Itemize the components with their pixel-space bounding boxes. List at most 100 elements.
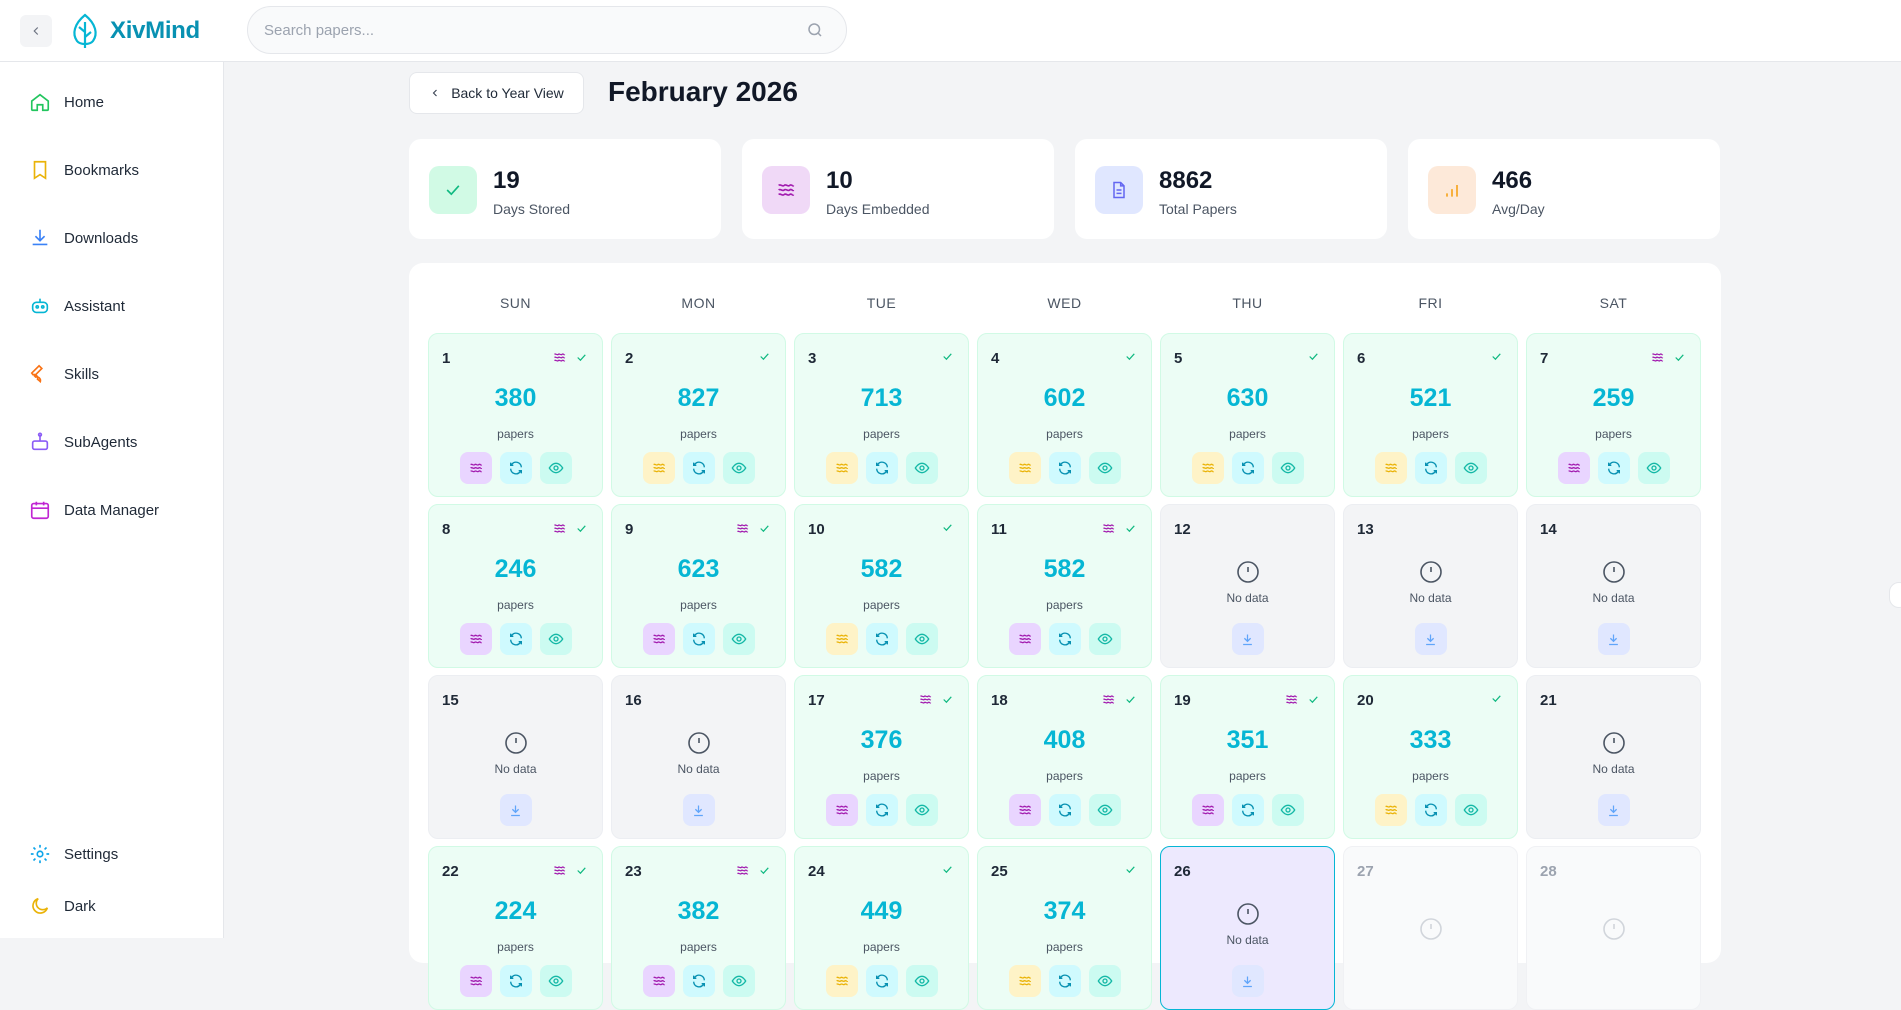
view-button[interactable] [905,623,938,655]
day-cell-12[interactable]: 12 No data [1160,504,1335,668]
sidebar-item-skills[interactable]: Skills [28,360,99,388]
day-cell-28[interactable]: 28 [1526,846,1701,1010]
view-button[interactable] [1454,452,1487,484]
download-button[interactable] [1231,623,1264,655]
view-button[interactable] [1637,452,1670,484]
embed-button[interactable] [1191,794,1224,826]
day-cell-15[interactable]: 15 No data [428,675,603,839]
sidebar-item-settings[interactable]: Settings [28,840,118,868]
embed-button[interactable] [1008,965,1041,997]
view-button[interactable] [722,623,755,655]
refresh-button[interactable] [1597,452,1630,484]
view-button[interactable] [1271,794,1304,826]
day-cell-14[interactable]: 14 No data [1526,504,1701,668]
day-cell-21[interactable]: 21 No data [1526,675,1701,839]
search-input[interactable] [248,7,768,53]
day-cell-17[interactable]: 17 376 papers [794,675,969,839]
refresh-button[interactable] [682,452,715,484]
search-box[interactable] [247,6,847,54]
day-cell-25[interactable]: 25 374 papers [977,846,1152,1010]
day-cell-8[interactable]: 8 246 papers [428,504,603,668]
embed-button[interactable] [1557,452,1590,484]
embed-button[interactable] [825,452,858,484]
embed-button[interactable] [1008,452,1041,484]
embed-button[interactable] [642,965,675,997]
day-cell-22[interactable]: 22 224 papers [428,846,603,1010]
refresh-button[interactable] [1048,623,1081,655]
view-button[interactable] [905,965,938,997]
day-cell-18[interactable]: 18 408 papers [977,675,1152,839]
sidebar-item-downloads[interactable]: Downloads [28,224,138,252]
back-to-year-button[interactable]: Back to Year View [409,72,584,114]
embed-button[interactable] [1008,623,1041,655]
sidebar-item-subagents[interactable]: SubAgents [28,428,137,456]
refresh-button[interactable] [865,965,898,997]
refresh-button[interactable] [865,794,898,826]
embed-button[interactable] [1374,794,1407,826]
view-button[interactable] [905,452,938,484]
download-button[interactable] [1414,623,1447,655]
day-cell-26[interactable]: 26 No data [1160,846,1335,1010]
embed-button[interactable] [1374,452,1407,484]
day-cell-19[interactable]: 19 351 papers [1160,675,1335,839]
refresh-button[interactable] [499,623,532,655]
day-cell-3[interactable]: 3 713 papers [794,333,969,497]
refresh-button[interactable] [1048,794,1081,826]
view-button[interactable] [905,794,938,826]
day-cell-24[interactable]: 24 449 papers [794,846,969,1010]
view-button[interactable] [539,965,572,997]
embed-button[interactable] [459,452,492,484]
sidebar-item-home[interactable]: Home [28,88,104,116]
panel-resize-handle[interactable] [1889,582,1901,608]
refresh-button[interactable] [682,965,715,997]
day-cell-1[interactable]: 1 380 papers [428,333,603,497]
day-cell-11[interactable]: 11 582 papers [977,504,1152,668]
day-cell-9[interactable]: 9 623 papers [611,504,786,668]
refresh-button[interactable] [499,452,532,484]
refresh-button[interactable] [682,623,715,655]
view-button[interactable] [1088,623,1121,655]
day-cell-2[interactable]: 2 827 papers [611,333,786,497]
view-button[interactable] [539,623,572,655]
embed-button[interactable] [642,452,675,484]
embed-button[interactable] [642,623,675,655]
theme-toggle[interactable]: Dark [28,892,96,920]
refresh-button[interactable] [1231,452,1264,484]
embed-button[interactable] [825,794,858,826]
download-button[interactable] [499,794,532,826]
refresh-button[interactable] [865,623,898,655]
download-button[interactable] [1231,965,1264,997]
sidebar-item-assistant[interactable]: Assistant [28,292,125,320]
view-button[interactable] [722,452,755,484]
view-button[interactable] [1088,965,1121,997]
day-cell-4[interactable]: 4 602 papers [977,333,1152,497]
day-cell-20[interactable]: 20 333 papers [1343,675,1518,839]
sidebar-item-data-manager[interactable]: Data Manager [28,496,159,524]
view-button[interactable] [1088,794,1121,826]
refresh-button[interactable] [1048,452,1081,484]
refresh-button[interactable] [499,965,532,997]
refresh-button[interactable] [1414,452,1447,484]
embed-button[interactable] [459,965,492,997]
day-cell-23[interactable]: 23 382 papers [611,846,786,1010]
refresh-button[interactable] [865,452,898,484]
day-cell-16[interactable]: 16 No data [611,675,786,839]
refresh-button[interactable] [1048,965,1081,997]
day-cell-27[interactable]: 27 [1343,846,1518,1010]
view-button[interactable] [1454,794,1487,826]
search-icon[interactable] [806,21,824,39]
embed-button[interactable] [1191,452,1224,484]
download-button[interactable] [1597,794,1630,826]
day-cell-10[interactable]: 10 582 papers [794,504,969,668]
embed-button[interactable] [459,623,492,655]
day-cell-6[interactable]: 6 521 papers [1343,333,1518,497]
app-logo[interactable]: XivMind [68,12,200,50]
embed-button[interactable] [1008,794,1041,826]
refresh-button[interactable] [1414,794,1447,826]
collapse-sidebar-button[interactable] [20,15,52,47]
embed-button[interactable] [825,623,858,655]
day-cell-5[interactable]: 5 630 papers [1160,333,1335,497]
embed-button[interactable] [825,965,858,997]
view-button[interactable] [539,452,572,484]
view-button[interactable] [1271,452,1304,484]
